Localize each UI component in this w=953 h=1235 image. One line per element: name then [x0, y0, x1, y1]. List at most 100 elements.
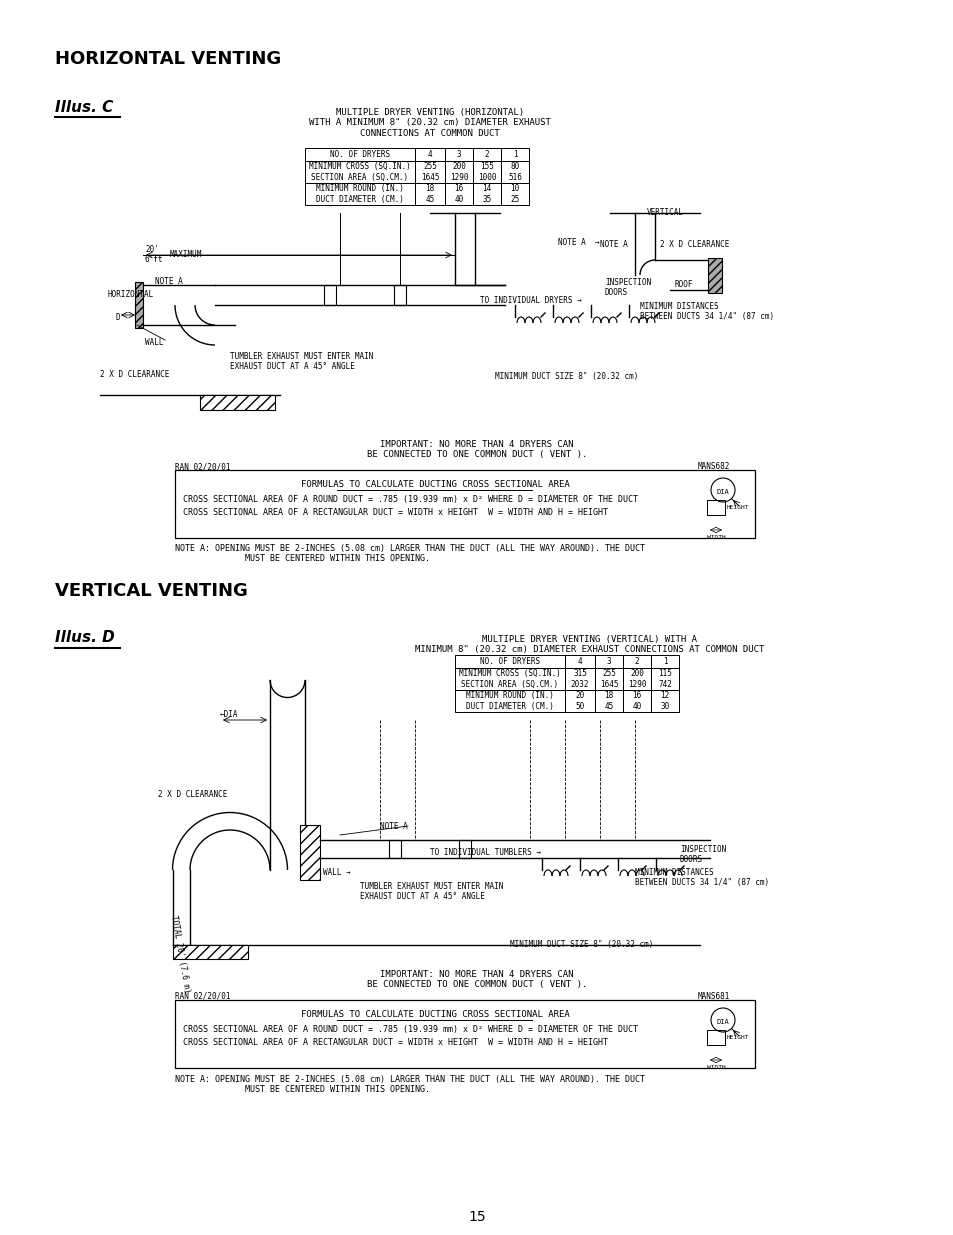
Bar — [444, 148, 473, 161]
Bar — [707, 258, 721, 293]
Bar — [622, 690, 650, 713]
Text: MINIMUM CROSS (SQ.IN.)
SECTION AREA (SQ.CM.): MINIMUM CROSS (SQ.IN.) SECTION AREA (SQ.… — [458, 669, 560, 689]
Bar — [500, 183, 529, 205]
Bar — [305, 183, 415, 205]
Bar — [564, 690, 595, 713]
Bar — [389, 840, 400, 858]
Text: NOTE A  →: NOTE A → — [558, 238, 599, 247]
Text: WIDTH: WIDTH — [706, 535, 724, 540]
Bar — [564, 668, 595, 690]
Text: Illus. C: Illus. C — [55, 100, 113, 115]
Text: 255
1645: 255 1645 — [599, 669, 618, 689]
Text: D: D — [115, 312, 120, 322]
Text: INSPECTION
DOORS: INSPECTION DOORS — [679, 845, 725, 864]
Text: MULTIPLE DRYER VENTING (VERTICAL) WITH A
MINIMUM 8" (20.32 cm) DIAMETER EXHAUST : MULTIPLE DRYER VENTING (VERTICAL) WITH A… — [415, 635, 764, 655]
Bar — [706, 1030, 724, 1045]
Text: 2 X D CLEARANCE: 2 X D CLEARANCE — [158, 790, 227, 799]
Text: 3: 3 — [456, 149, 461, 159]
Bar — [299, 825, 319, 881]
Bar — [564, 655, 595, 668]
Text: 80
516: 80 516 — [508, 162, 521, 182]
Text: CROSS SECTIONAL AREA OF A RECTANGULAR DUCT = WIDTH x HEIGHT  W = WIDTH AND H = H: CROSS SECTIONAL AREA OF A RECTANGULAR DU… — [183, 1037, 607, 1047]
Text: RAN 02/20/01: RAN 02/20/01 — [174, 462, 231, 471]
Text: MINIMUM DUCT SIZE 8" (20.32 cm): MINIMUM DUCT SIZE 8" (20.32 cm) — [510, 940, 653, 948]
Text: 10
25: 10 25 — [510, 184, 519, 204]
Text: IMPORTANT: NO MORE THAN 4 DRYERS CAN
BE CONNECTED TO ONE COMMON DUCT ( VENT ).: IMPORTANT: NO MORE THAN 4 DRYERS CAN BE … — [366, 440, 587, 459]
Text: 115
742: 115 742 — [658, 669, 671, 689]
Text: MINIMUM DISTANCES
BETWEEN DUCTS 34 1/4" (87 cm): MINIMUM DISTANCES BETWEEN DUCTS 34 1/4" … — [635, 868, 768, 888]
Bar — [415, 161, 444, 183]
Text: FORMULAS TO CALCULATE DUCTING CROSS SECTIONAL AREA: FORMULAS TO CALCULATE DUCTING CROSS SECT… — [300, 1010, 569, 1019]
Text: ←DIA: ←DIA — [220, 710, 238, 719]
Text: MAXIMUM: MAXIMUM — [170, 249, 202, 259]
Bar — [394, 285, 406, 305]
Text: DIA: DIA — [716, 1019, 729, 1025]
Bar — [415, 148, 444, 161]
Bar — [455, 690, 564, 713]
Text: 20'
6'ft: 20' 6'ft — [145, 245, 163, 264]
Text: Illus. D: Illus. D — [55, 630, 114, 645]
Bar — [650, 690, 679, 713]
Text: TUMBLER EXHAUST MUST ENTER MAIN
EXHAUST DUCT AT A 45° ANGLE: TUMBLER EXHAUST MUST ENTER MAIN EXHAUST … — [359, 882, 503, 902]
Text: MANS682: MANS682 — [697, 462, 729, 471]
Text: VERTICAL VENTING: VERTICAL VENTING — [55, 582, 248, 600]
Text: 3: 3 — [606, 657, 611, 666]
Text: TUMBLER EXHAUST MUST ENTER MAIN
EXHAUST DUCT AT A 45° ANGLE: TUMBLER EXHAUST MUST ENTER MAIN EXHAUST … — [230, 352, 373, 372]
Text: VERTICAL: VERTICAL — [646, 207, 683, 217]
Text: 18
45: 18 45 — [604, 692, 613, 710]
Text: CROSS SECTIONAL AREA OF A RECTANGULAR DUCT = WIDTH x HEIGHT  W = WIDTH AND H = H: CROSS SECTIONAL AREA OF A RECTANGULAR DU… — [183, 508, 607, 517]
Text: 4: 4 — [578, 657, 581, 666]
Bar — [473, 183, 500, 205]
Text: 200
1290: 200 1290 — [627, 669, 645, 689]
Bar — [455, 668, 564, 690]
Text: MINIMUM ROUND (IN.)
DUCT DIAMETER (CM.): MINIMUM ROUND (IN.) DUCT DIAMETER (CM.) — [466, 692, 554, 710]
Bar — [595, 668, 622, 690]
Bar — [174, 1000, 754, 1068]
Text: WALL: WALL — [145, 338, 163, 347]
Bar — [415, 183, 444, 205]
Text: NOTE A: NOTE A — [599, 240, 627, 249]
Text: RAN 02/20/01: RAN 02/20/01 — [174, 992, 231, 1002]
Bar — [706, 500, 724, 515]
Text: 2 X D CLEARANCE: 2 X D CLEARANCE — [100, 370, 170, 379]
Text: TOTAL 20' (7.6 m): TOTAL 20' (7.6 m) — [169, 915, 192, 994]
Bar — [444, 183, 473, 205]
Text: MULTIPLE DRYER VENTING (HORIZONTAL)
WITH A MINIMUM 8" (20.32 cm) DIAMETER EXHAUS: MULTIPLE DRYER VENTING (HORIZONTAL) WITH… — [309, 107, 551, 138]
Text: WALL →: WALL → — [323, 868, 351, 877]
Bar — [622, 668, 650, 690]
Text: 4: 4 — [427, 149, 432, 159]
Bar — [650, 655, 679, 668]
Text: MANS681: MANS681 — [697, 992, 729, 1002]
Text: INSPECTION
DOORS: INSPECTION DOORS — [604, 278, 651, 298]
Text: NOTE A: OPENING MUST BE 2-INCHES (5.08 cm) LARGER THAN THE DUCT (ALL THE WAY ARO: NOTE A: OPENING MUST BE 2-INCHES (5.08 c… — [174, 543, 644, 563]
Text: 16
40: 16 40 — [632, 692, 641, 710]
Text: CROSS SECTIONAL AREA OF A ROUND DUCT = .785 (19.939 mm) x D² WHERE D = DIAMETER : CROSS SECTIONAL AREA OF A ROUND DUCT = .… — [183, 495, 638, 504]
Text: 1: 1 — [662, 657, 666, 666]
Text: 2 X D CLEARANCE: 2 X D CLEARANCE — [659, 240, 729, 249]
Text: 14
35: 14 35 — [482, 184, 491, 204]
Text: 2: 2 — [634, 657, 639, 666]
Text: 255
1645: 255 1645 — [420, 162, 438, 182]
Text: 315
2032: 315 2032 — [570, 669, 589, 689]
Bar — [172, 945, 248, 960]
Text: FORMULAS TO CALCULATE DUCTING CROSS SECTIONAL AREA: FORMULAS TO CALCULATE DUCTING CROSS SECT… — [300, 480, 569, 489]
Text: NOTE A: OPENING MUST BE 2-INCHES (5.08 cm) LARGER THAN THE DUCT (ALL THE WAY ARO: NOTE A: OPENING MUST BE 2-INCHES (5.08 c… — [174, 1074, 644, 1094]
Bar — [473, 148, 500, 161]
Bar — [455, 655, 564, 668]
Text: 200
1290: 200 1290 — [449, 162, 468, 182]
Text: 20
50: 20 50 — [575, 692, 584, 710]
Bar — [305, 161, 415, 183]
Text: TO INDIVIDUAL TUMBLERS →: TO INDIVIDUAL TUMBLERS → — [430, 848, 540, 857]
Text: MINIMUM DISTANCES
BETWEEN DUCTS 34 1/4" (87 cm): MINIMUM DISTANCES BETWEEN DUCTS 34 1/4" … — [639, 303, 773, 321]
Text: MINIMUM DUCT SIZE 8" (20.32 cm): MINIMUM DUCT SIZE 8" (20.32 cm) — [495, 372, 638, 382]
Bar — [595, 655, 622, 668]
Bar — [305, 148, 415, 161]
Bar — [500, 148, 529, 161]
Bar — [500, 161, 529, 183]
Bar — [458, 840, 471, 858]
Text: TO INDIVIDUAL DRYERS →: TO INDIVIDUAL DRYERS → — [479, 296, 581, 305]
Text: NOTE A: NOTE A — [154, 277, 183, 287]
Text: MINIMUM ROUND (IN.)
DUCT DIAMETER (CM.): MINIMUM ROUND (IN.) DUCT DIAMETER (CM.) — [315, 184, 403, 204]
Text: NO. OF DRYERS: NO. OF DRYERS — [479, 657, 539, 666]
Text: 155
1000: 155 1000 — [477, 162, 496, 182]
